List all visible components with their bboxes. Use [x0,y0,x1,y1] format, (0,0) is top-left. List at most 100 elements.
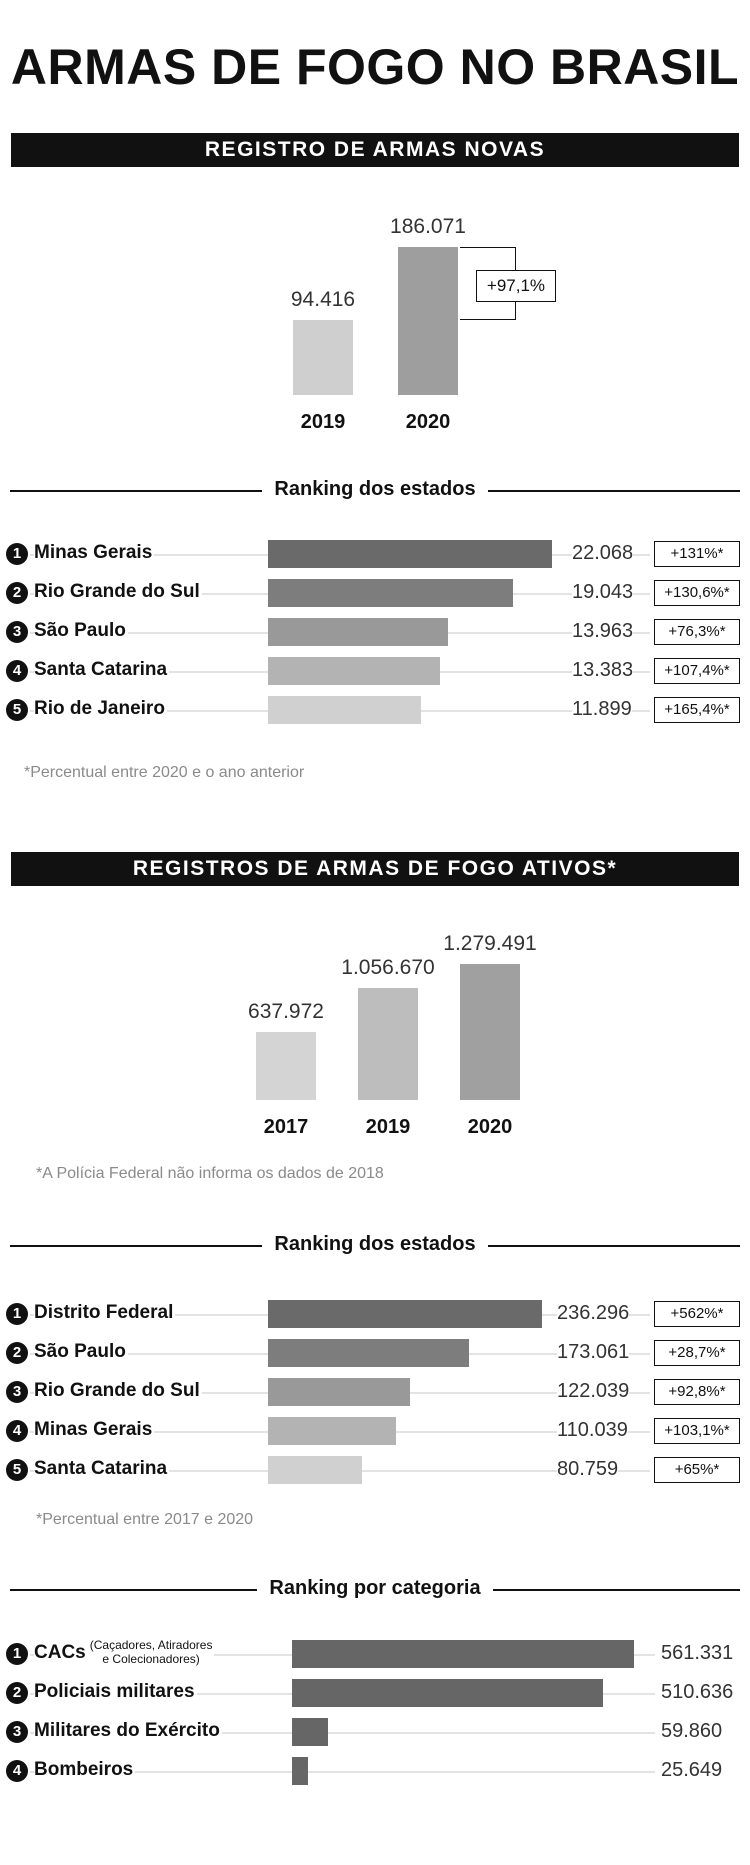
year-label-2017: 2017 [263,1116,309,1138]
rank-value: 236.296 [557,1302,630,1325]
ranking-row: 1 Minas Gerais 22.068 +131%* [0,540,750,579]
ranking-bar [268,1378,410,1406]
ranking-row: 2 Rio Grande do Sul 19.043 +130,6%* [0,579,750,618]
rank-name: Policiais militares [34,1681,197,1703]
rank-name: Militares do Exército [34,1720,222,1742]
value-label-2019: 1.056.670 [341,956,435,979]
bar-2019 [293,320,353,395]
rank-value: 22.068 [572,542,634,565]
ranking-bar [268,1456,362,1484]
rank-name: Rio Grande do Sul [34,581,202,603]
rank-name-text: Santa Catarina [34,659,168,680]
ranking-row: 1 CACs (Caçadores, Atiradores e Colecionado… [0,1638,750,1679]
rank-value: 25.649 [661,1759,723,1782]
rank-name-text: Distrito Federal [34,1302,174,1323]
state-ranking-active: 1 Distrito Federal 236.296 +562%* 2 São Paulo… [0,1300,750,1500]
rank-name-text: São Paulo [34,1341,126,1362]
ranking-bar [268,579,513,607]
ranking-row: 2 Policiais militares 510.636 [0,1679,750,1718]
ranking-bar [268,696,421,724]
rank-value: 561.331 [661,1642,734,1665]
bracket-top-tick [460,247,516,248]
rank-name: Minas Gerais [34,1419,155,1441]
ranking-bar [292,1718,328,1746]
value-label-2020: 186.071 [390,215,466,238]
rank-number: 4 [6,660,28,682]
ranking-bar [268,1339,469,1367]
rank-name-text: Minas Gerais [34,542,153,563]
ranking-row: 4 Minas Gerais 110.039 +103,1%* [0,1417,750,1456]
rank-name: Rio Grande do Sul [34,1380,202,1402]
ranking-row: 3 Militares do Exército 59.860 [0,1718,750,1757]
percent-change-box: +131%* [654,541,740,567]
rank-value: 173.061 [557,1341,630,1364]
subnote-line: (Caçadores, Atiradores [89,1638,213,1652]
rank-name-text: Rio Grande do Sul [34,1380,200,1401]
year-label-2020: 2020 [405,411,451,433]
footnote: *Percentual entre 2020 e o ano anterior [24,764,305,781]
ranking-bar [268,540,552,568]
section-header-active-registrations: REGISTROS DE ARMAS DE FOGO ATIVOS* [11,852,739,886]
rank-number: 2 [6,1682,28,1704]
ranking-row: 5 Santa Catarina 80.759 +65%* [0,1456,750,1495]
rank-number: 3 [6,1381,28,1403]
rank-name-text: Santa Catarina [34,1458,168,1479]
ranking-title: Ranking dos estados [0,478,750,501]
chart-footnote: *A Polícia Federal não informa os dados … [36,1165,384,1182]
rank-value: 19.043 [572,581,634,604]
percent-change-box: +76,3%* [654,619,740,645]
ranking-title: Ranking dos estados [0,1233,750,1256]
percent-change-box: +92,8%* [654,1379,740,1405]
subnote-line: e Colecionadores) [102,1652,200,1666]
rank-number: 4 [6,1760,28,1782]
rank-name: Santa Catarina [34,1458,170,1480]
rank-number: 4 [6,1420,28,1442]
percent-change-box: +28,7%* [654,1340,740,1366]
percent-change-box: +65%* [654,1457,740,1483]
rank-name: Minas Gerais [34,542,155,564]
rank-number: 1 [6,1303,28,1325]
percent-change-box: +165,4%* [654,697,740,723]
category-subnote: (Caçadores, Atiradores e Colecionadores) [90,1638,213,1666]
bar-2019 [358,988,418,1100]
rank-name: Distrito Federal [34,1302,176,1324]
ranking-bar [268,1300,542,1328]
rank-value: 13.963 [572,620,634,643]
rank-name: São Paulo [34,620,128,642]
rank-name-text: Militares do Exército [34,1720,220,1741]
ranking-row: 3 São Paulo 13.963 +76,3%* [0,618,750,657]
bar-2020 [460,964,520,1100]
category-ranking: 1 CACs (Caçadores, Atiradores e Colecionado… [0,1638,750,1800]
state-ranking-new: 1 Minas Gerais 22.068 +131%* 2 Rio Grande do … [0,540,750,740]
rank-value: 122.039 [557,1380,630,1403]
rank-value: 11.899 [572,698,632,721]
ranking-bar [292,1679,603,1707]
rank-number: 2 [6,1342,28,1364]
rank-number: 1 [6,543,28,565]
leader-line [30,1771,655,1773]
rank-name: São Paulo [34,1341,128,1363]
change-percent-box: +97,1% [476,270,556,302]
rank-name: Santa Catarina [34,659,170,681]
rank-name-text: São Paulo [34,620,126,641]
rank-number: 2 [6,582,28,604]
rank-value: 59.860 [661,1720,723,1743]
percent-change-box: +103,1%* [654,1418,740,1444]
ranking-bar [292,1757,308,1785]
active-registrations-chart: 637.972 1.056.670 1.279.491 2017 2019 20… [0,920,750,1160]
rank-value: 13.383 [572,659,634,682]
year-label-2019: 2019 [300,411,346,433]
ranking-bar [268,657,440,685]
rank-name-text: Minas Gerais [34,1419,153,1440]
ranking-row: 1 Distrito Federal 236.296 +562%* [0,1300,750,1339]
percent-change-box: +107,4%* [654,658,740,684]
ranking-bar [292,1640,634,1668]
rank-value: 80.759 [557,1458,619,1481]
value-label-2019: 94.416 [290,288,356,311]
rank-value: 510.636 [661,1681,734,1704]
value-label-2017: 637.972 [248,1000,324,1023]
section-header-new-registrations: REGISTRO DE ARMAS NOVAS [11,133,739,167]
ranking-bar [268,1417,396,1445]
category-ranking-title: Ranking por categoria [0,1577,750,1600]
footnote: *Percentual entre 2017 e 2020 [36,1511,254,1528]
